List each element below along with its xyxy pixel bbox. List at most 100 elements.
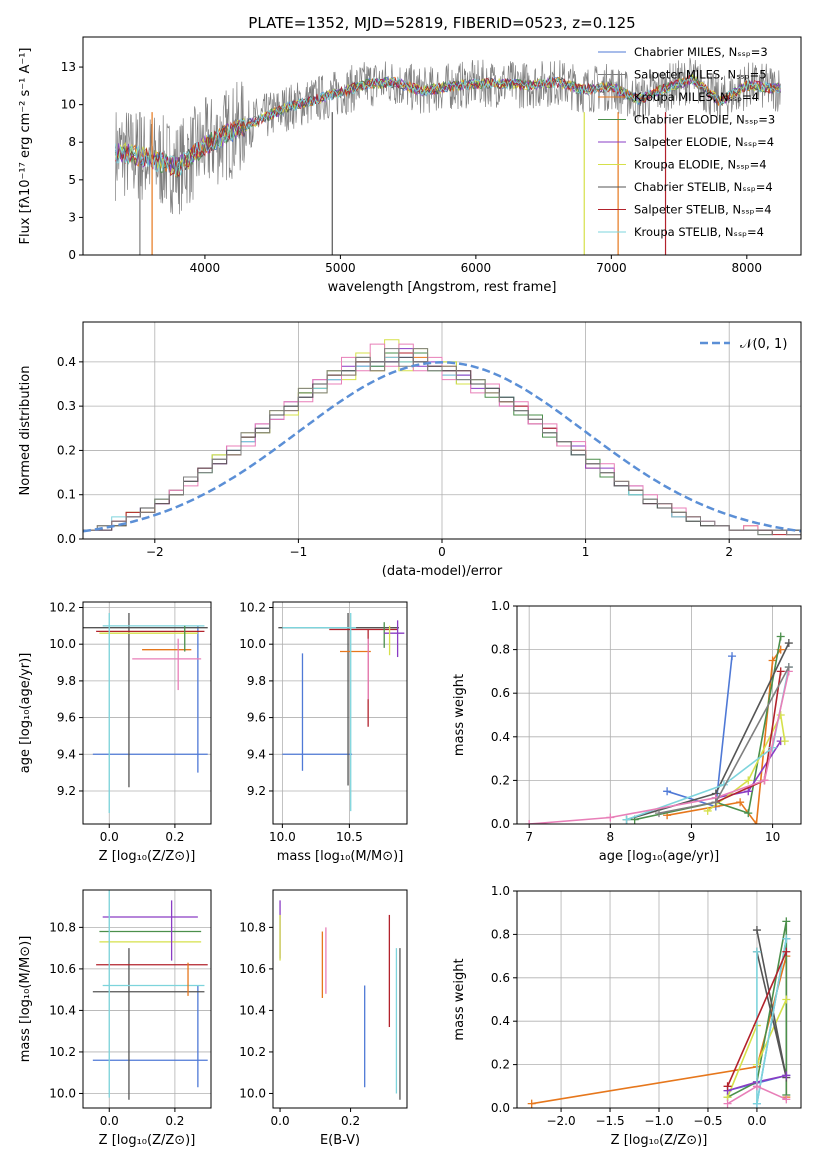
- plot-area: [83, 613, 208, 813]
- data-point-marker: [723, 1099, 732, 1108]
- y-tick-label: 10.2: [239, 601, 266, 615]
- data-point-marker: [782, 947, 791, 956]
- panel-mass-weight-vs-age: 7 8 9 10 0.0 0.2 0.4 0.6 0.8 1.0 age [log₁₀(age/yr…: [452, 599, 802, 864]
- panel-spectrum: 4000 5000 6000 7000 8000 0 3 5 8 10 13 wavelength […: [18, 36, 802, 295]
- legend-entry: Chabrier MILES, Nₛₛₚ=3: [634, 45, 768, 59]
- x-tick-label: 0.0: [100, 830, 119, 844]
- data-point-marker: [744, 776, 753, 785]
- y-tick-label: 10.0: [49, 637, 76, 651]
- x-tick-label: 7: [525, 830, 533, 844]
- y-tick-label: 0.0: [491, 817, 510, 831]
- y-tick-label: 9.6: [247, 711, 266, 725]
- series-line: [707, 712, 786, 812]
- x-tick-label: 4000: [190, 261, 221, 275]
- y-tick-label: 9.6: [57, 711, 76, 725]
- y-tick-label: 1.0: [491, 599, 510, 613]
- x-tick-label: 10.5: [336, 830, 363, 844]
- y-axis-label: mass weight: [452, 958, 467, 1040]
- y-tick-label: 0.0: [491, 1101, 510, 1115]
- data-point-marker: [525, 820, 534, 824]
- y-tick-label: 10.2: [239, 1045, 266, 1059]
- x-tick-label: −2.0: [546, 1114, 575, 1128]
- y-tick-label: 0.4: [491, 730, 510, 744]
- y-axis-label: mass [log₁₀(M/M⊙)]: [18, 936, 33, 1063]
- data-point-marker: [723, 1082, 732, 1091]
- plot-area: [278, 613, 405, 812]
- x-axis-label: Z [log₁₀(Z/Z⊙)]: [611, 1133, 708, 1148]
- data-point-marker: [782, 1095, 791, 1104]
- legend-entry: Salpeter ELODIE, Nₛₛₚ=4: [634, 135, 774, 149]
- data-point-marker: [744, 809, 753, 818]
- y-tick-label: 10.0: [49, 1086, 76, 1100]
- data-point-marker: [752, 947, 761, 956]
- y-tick-label: 10.6: [239, 962, 266, 976]
- y-tick-label: 0.2: [491, 773, 510, 787]
- legend-entry: Salpeter MILES, Nₛₛₚ=5: [634, 68, 767, 82]
- axes-frame: [82, 36, 802, 256]
- y-axis-label: age [log₁₀(age/yr)]: [18, 653, 33, 774]
- histogram-series: [83, 348, 801, 539]
- data-point-marker: [780, 737, 789, 746]
- data-point-marker: [776, 632, 785, 641]
- data-point-marker: [752, 926, 761, 935]
- data-point-marker: [752, 1082, 761, 1091]
- data-point-marker: [711, 798, 720, 807]
- legend-entry: Salpeter STELIB, Nₛₛₚ=4: [634, 203, 772, 217]
- legend-entry: Chabrier ELODIE, Nₛₛₚ=3: [634, 113, 775, 127]
- x-axis-label: mass [log₁₀(M/M⊙)]: [277, 849, 404, 864]
- y-tick-label: 0.4: [491, 1014, 510, 1028]
- axes-frame: [272, 889, 408, 1109]
- figure-title: PLATE=1352, MJD=52819, FIBERID=0523, z=0…: [248, 14, 635, 32]
- x-tick-label: 2: [725, 545, 733, 559]
- axes-frame: [82, 601, 212, 825]
- y-axis-label: Normed distribution: [18, 366, 33, 496]
- legend-entry: Kroupa STELIB, Nₛₛₚ=4: [634, 225, 764, 239]
- x-tick-label: −1: [290, 545, 308, 559]
- data-point-marker: [782, 995, 791, 1004]
- x-tick-label: 8: [606, 830, 614, 844]
- y-tick-label: 10.6: [49, 962, 76, 976]
- data-point-marker: [782, 917, 791, 926]
- plot-area: [115, 57, 781, 255]
- x-tick-label: 0.0: [100, 1114, 119, 1128]
- series-line: [666, 649, 782, 824]
- y-tick-label: 0.2: [491, 1058, 510, 1072]
- data-point-marker: [784, 663, 793, 672]
- plot-area: [83, 339, 801, 539]
- x-tick-label: 9: [688, 830, 696, 844]
- x-tick-label: −1.0: [644, 1114, 673, 1128]
- x-tick-label: 5000: [325, 261, 356, 275]
- x-axis-label: E(B-V): [320, 1133, 360, 1148]
- data-point-marker: [760, 776, 769, 785]
- data-point-marker: [752, 820, 761, 824]
- x-tick-label: 7000: [596, 261, 627, 275]
- x-tick-label: 0.0: [747, 1114, 766, 1128]
- y-tick-label: 10.0: [239, 637, 266, 651]
- panel-mass-weight-vs-Z: −2.0 −1.5 −1.0 −0.5 0.0 0.0 0.2 0.4 0.6 0.8 1.0 Z […: [452, 884, 802, 1148]
- axes-frame: [272, 601, 408, 825]
- x-tick-label: 8000: [732, 261, 763, 275]
- data-point-marker: [768, 656, 777, 665]
- model-spectrum-line: [115, 74, 781, 178]
- data-point-marker: [782, 934, 791, 943]
- y-tick-label: 0.4: [57, 355, 76, 369]
- plot-area: [525, 632, 793, 824]
- panel-mass-vs-EBV: 0.0 0.2 10.0 10.2 10.4 10.6 10.8 E(B-V): [239, 889, 408, 1148]
- data-point-marker: [736, 798, 745, 807]
- y-tick-label: 9.8: [57, 674, 76, 688]
- data-point-marker: [622, 815, 631, 824]
- series-line: [726, 951, 788, 1087]
- legend-entry: Kroupa ELODIE, Nₛₛₚ=4: [634, 158, 767, 172]
- y-tick-label: 9.2: [247, 784, 266, 798]
- y-tick-label: 0.2: [57, 443, 76, 457]
- y-tick-label: 10.2: [49, 601, 76, 615]
- data-point-marker: [655, 809, 663, 818]
- model-spectrum-line: [115, 74, 781, 176]
- x-tick-label: 1: [582, 545, 590, 559]
- data-point-marker: [784, 639, 793, 648]
- y-tick-label: 9.2: [57, 784, 76, 798]
- x-tick-label: 6000: [461, 261, 492, 275]
- panel-residual-histogram: −2 −1 0 1 2 0.0 0.1 0.2 0.3 0.4 (data-model)/error…: [18, 321, 802, 579]
